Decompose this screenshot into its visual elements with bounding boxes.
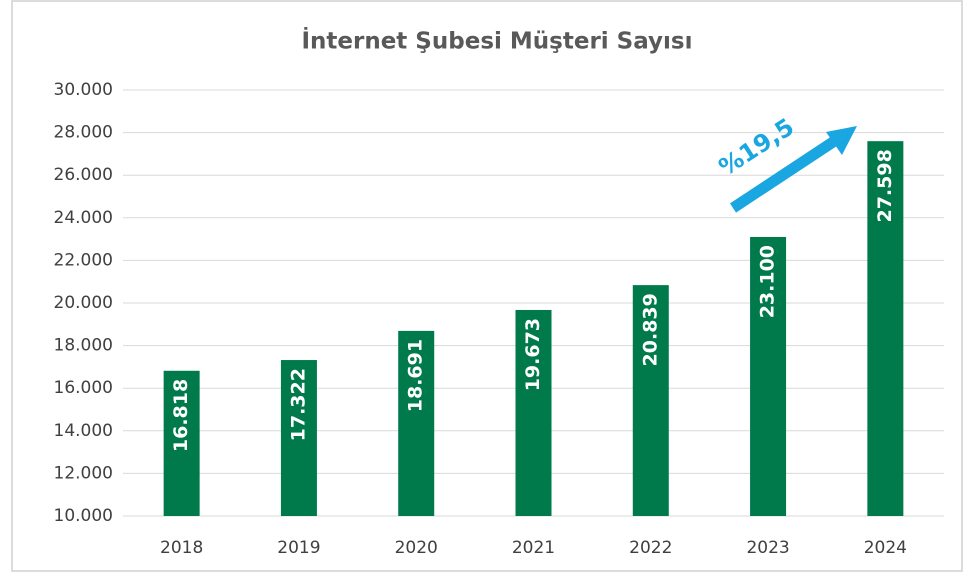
bar xyxy=(515,309,552,516)
chart-frame xyxy=(11,0,963,572)
x-tick-label: 2020 xyxy=(395,538,438,558)
y-tick-label: 30.000 xyxy=(54,80,113,100)
value-label: 27.598 xyxy=(874,149,896,222)
y-tick-label: 20.000 xyxy=(54,293,113,313)
y-tick-label: 10.000 xyxy=(54,506,113,526)
bar xyxy=(163,370,200,516)
y-tick-label: 26.000 xyxy=(54,165,113,185)
bar xyxy=(398,330,435,516)
x-tick-label: 2022 xyxy=(629,538,672,558)
y-tick-label: 14.000 xyxy=(54,421,113,441)
growth-arrow xyxy=(729,135,840,213)
value-label: 18.691 xyxy=(405,339,427,412)
value-label: 19.673 xyxy=(522,318,544,391)
arrow-head xyxy=(826,126,857,155)
y-tick-label: 12.000 xyxy=(54,463,113,483)
x-tick-label: 2023 xyxy=(746,538,789,558)
bar xyxy=(280,360,317,516)
value-label: 23.100 xyxy=(757,245,779,318)
x-tick-label: 2021 xyxy=(512,538,555,558)
value-label: 16.818 xyxy=(170,379,192,452)
y-tick-label: 24.000 xyxy=(54,208,113,228)
x-tick-label: 2024 xyxy=(864,538,907,558)
y-tick-label: 18.000 xyxy=(54,336,113,356)
bar xyxy=(750,236,787,516)
y-tick-label: 16.000 xyxy=(54,378,113,398)
x-tick-label: 2019 xyxy=(277,538,320,558)
x-tick-label: 2018 xyxy=(160,538,203,558)
y-tick-label: 22.000 xyxy=(54,250,113,270)
chart-title: İnternet Şubesi Müşteri Sayısı xyxy=(301,27,692,55)
bar xyxy=(867,141,904,516)
value-label: 17.322 xyxy=(287,368,309,441)
value-label: 20.839 xyxy=(639,293,661,366)
y-tick-label: 28.000 xyxy=(54,123,113,143)
bar xyxy=(632,285,669,516)
